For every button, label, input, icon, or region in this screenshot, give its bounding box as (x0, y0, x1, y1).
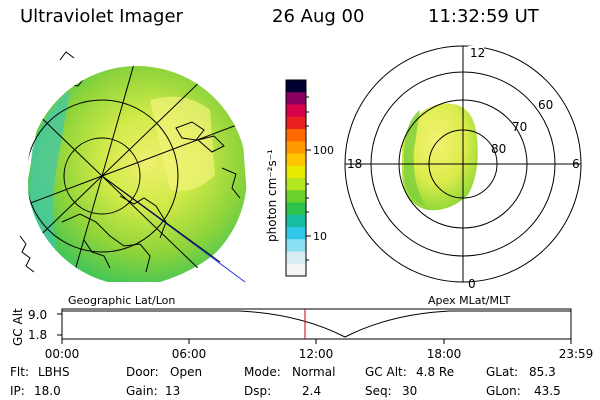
status-flt-label: Flt: (10, 365, 29, 379)
timeline-ytick-high: 9.0 (28, 308, 47, 322)
color-scale-bar (286, 80, 306, 277)
timeline-xtick-0600: 06:00 (172, 347, 207, 361)
altitude-timeline: GC Alt 9.0 1.8 00:00 06:00 12:00 18:00 2… (11, 308, 593, 361)
colorbar-segment (286, 251, 306, 265)
status-glat-value: 85.3 (529, 365, 556, 379)
status-seq-label: Seq: (365, 384, 392, 398)
colorbar-segment (286, 190, 306, 203)
mlt-label-6: 6 (572, 157, 580, 171)
colorbar-segment (286, 178, 306, 191)
colorbar-segment (286, 153, 306, 167)
status-ip-value: 18.0 (34, 384, 61, 398)
mlt-label-0: 0 (468, 277, 476, 291)
observation-date: 26 Aug 00 (272, 6, 365, 27)
mlt-label-12: 12 (470, 46, 485, 60)
status-gcalt-label: GC Alt: (365, 365, 407, 379)
colorbar-segment (286, 165, 306, 179)
status-flt-value: LBHS (38, 365, 70, 379)
status-dsp-value: 2.4 (302, 384, 321, 398)
colorbar-tick-100: 100 (313, 144, 334, 157)
geographic-panel-label: Geographic Lat/Lon (68, 294, 175, 307)
mlat-label-80: 80 (491, 142, 506, 156)
timeline-axis-label: GC Alt (11, 308, 25, 346)
mlat-label-70: 70 (512, 120, 527, 134)
status-seq-value: 30 (402, 384, 417, 398)
colorbar-tick-10: 10 (313, 230, 327, 243)
instrument-title: Ultraviolet Imager (20, 6, 183, 27)
polar-mlt-panel: 12 0 18 6 60 70 80 (344, 45, 582, 291)
colorbar-segment (286, 129, 306, 142)
mlt-label-18: 18 (347, 157, 362, 171)
status-gcalt-value: 4.8 Re (416, 365, 454, 379)
auroral-emission (28, 66, 247, 282)
colorbar-segment (286, 239, 306, 252)
timeline-xtick-1800: 18:00 (427, 347, 462, 361)
altitude-curve (62, 310, 571, 338)
colorbar-segment (286, 141, 306, 154)
geographic-image-panel (19, 51, 247, 286)
timeline-ytick-low: 1.8 (28, 328, 47, 342)
colorbar-segment (286, 116, 306, 130)
status-mode-label: Mode: (244, 365, 281, 379)
colorbar-unit-label: photon cm⁻²s⁻¹ (265, 149, 279, 242)
colorbar-segment (286, 104, 306, 118)
timeline-xtick-0000: 00:00 (45, 347, 80, 361)
status-door-value: Open (170, 365, 202, 379)
timeline-xtick-2359: 23:59 (559, 347, 594, 361)
polar-panel-label: Apex MLat/MLT (428, 294, 511, 307)
status-glon-value: 43.5 (534, 384, 561, 398)
status-gain-label: Gain: (126, 384, 158, 398)
status-gain-value: 13 (165, 384, 180, 398)
status-door-label: Door: (126, 365, 159, 379)
status-mode-value: Normal (292, 365, 335, 379)
colorbar-segment (286, 263, 306, 277)
status-glon-label: GLon: (486, 384, 521, 398)
status-glat-label: GLat: (486, 365, 518, 379)
status-ip-label: IP: (10, 384, 25, 398)
mlat-label-60: 60 (538, 98, 553, 112)
colorbar-segment (286, 92, 306, 105)
observation-time: 11:32:59 UT (428, 6, 539, 27)
status-panel: Flt: LBHS Door: Open Mode: Normal GC Alt… (10, 365, 561, 398)
colorbar-segment (286, 214, 306, 228)
timeline-xtick-1200: 12:00 (299, 347, 334, 361)
colorbar-segment (286, 227, 306, 240)
colorbar-segment (286, 80, 306, 93)
colorbar-segment (286, 202, 306, 216)
status-dsp-label: Dsp: (244, 384, 271, 398)
